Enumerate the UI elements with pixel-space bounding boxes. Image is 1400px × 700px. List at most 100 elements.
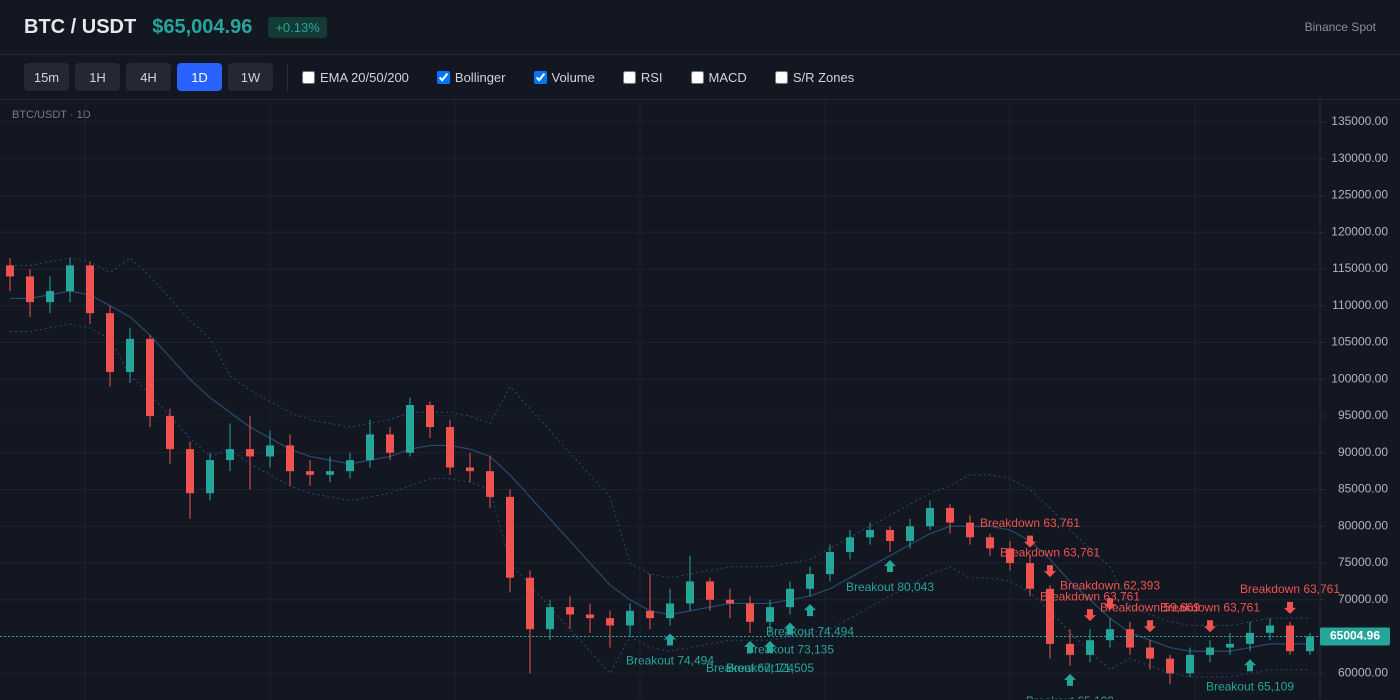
annotation-label: Breakdown 62,393 — [1060, 578, 1160, 592]
timeframe-button[interactable]: 1D — [177, 63, 222, 91]
separator — [287, 63, 288, 91]
candle-body — [146, 338, 154, 417]
annotation-label: Breakout 65,109 — [1026, 694, 1114, 699]
indicator-checkbox[interactable] — [436, 70, 450, 84]
annotation-label: Breakout 80,043 — [846, 580, 934, 594]
y-tick-label: 115000.00 — [1332, 261, 1388, 275]
y-tick-label: 105000.00 — [1331, 335, 1388, 349]
candle-body — [1146, 647, 1154, 659]
candle-body — [86, 265, 94, 314]
indicator-checkbox[interactable] — [302, 70, 315, 84]
price: $65,004.96 — [152, 15, 253, 38]
candle-body — [226, 449, 234, 461]
candle-body — [1006, 548, 1014, 564]
candle-body — [286, 445, 294, 472]
annotation-label: Breakout 71,505 — [726, 661, 814, 675]
candle-body — [846, 537, 854, 553]
indicator-checkbox[interactable] — [774, 70, 788, 84]
candle-body — [986, 537, 994, 549]
breakout-arrow — [804, 604, 816, 617]
candle-body — [606, 618, 614, 626]
breakout-arrow — [744, 640, 756, 653]
symbol: BTC / USDT — [24, 15, 137, 38]
candle-body — [826, 552, 834, 575]
candle-body — [1166, 658, 1174, 674]
candle-body — [6, 265, 14, 277]
candle-body — [1186, 654, 1194, 674]
indicator-label: MACD — [708, 69, 747, 85]
candle-body — [306, 471, 314, 475]
y-tick-label: 60000.00 — [1338, 665, 1388, 679]
candle-body — [946, 507, 954, 523]
candle-body — [866, 529, 874, 538]
indicator-toggle[interactable]: EMA 20/50/200 — [302, 70, 409, 85]
candle-body — [486, 471, 494, 497]
timeframe-button[interactable]: 4H — [126, 63, 171, 91]
annotation-label: Breakout 74,494 — [766, 624, 854, 638]
candle-body — [586, 614, 594, 619]
candle-body — [746, 603, 754, 622]
candle-body — [686, 581, 694, 604]
bollinger-middle — [10, 290, 1310, 652]
indicator-toggle[interactable]: Bollinger — [436, 69, 506, 85]
breakout-arrow — [1244, 659, 1256, 672]
timeframe-button[interactable]: 15m — [24, 63, 69, 91]
breakout-arrow — [884, 560, 896, 573]
candle-body — [1246, 632, 1254, 644]
candle-body — [786, 588, 794, 608]
chart: BTC/USDT · 1D 60000.0065000.0070000.0075… — [0, 100, 1400, 699]
candle-body — [426, 405, 434, 428]
axis-panel — [1320, 100, 1400, 699]
indicator-checkbox[interactable] — [690, 70, 704, 84]
indicator-toggle[interactable]: RSI — [622, 70, 663, 85]
candle-body — [186, 449, 194, 494]
bollinger-upper — [10, 257, 1310, 627]
indicator-label: Bollinger — [454, 69, 506, 85]
breakout-arrow — [784, 622, 796, 635]
candle-body — [26, 276, 34, 303]
last-price-box — [1320, 627, 1390, 646]
indicator-toggle[interactable]: Volume — [533, 69, 595, 85]
candle-body — [906, 526, 914, 541]
exchange: Binance Spot — [1304, 20, 1376, 34]
annotation-label: Breakout 73,135 — [746, 643, 834, 657]
candle-body — [766, 607, 774, 622]
y-tick-label: 135000.00 — [1331, 114, 1388, 128]
annotation-label: Breakout 74,494 — [626, 654, 714, 668]
candle-body — [126, 338, 134, 372]
y-tick-label: 120000.00 — [1331, 224, 1388, 238]
timeframe-button[interactable]: 1W — [228, 63, 273, 91]
y-tick-label: 80000.00 — [1338, 518, 1388, 532]
y-tick-label: 75000.00 — [1338, 555, 1388, 569]
candle-body — [526, 577, 534, 630]
candle-body — [1126, 629, 1134, 648]
annotation-label: Breakdown 63,761 — [1160, 600, 1260, 614]
candle-body — [726, 599, 734, 604]
indicator-toggle[interactable]: MACD — [690, 69, 747, 85]
breakdown-arrow — [1204, 620, 1216, 633]
breakdown-arrow — [1044, 565, 1056, 578]
indicator-checkbox[interactable] — [533, 70, 547, 84]
candle-body — [1086, 640, 1094, 655]
candle-body — [706, 581, 714, 600]
annotation-label: Breakout 65,109 — [1206, 679, 1294, 693]
candle-body — [806, 574, 814, 589]
y-tick-label: 85000.00 — [1338, 482, 1388, 496]
indicator-label: Volume — [551, 69, 595, 85]
breakdown-arrow — [1104, 598, 1116, 611]
breakout-arrow — [664, 633, 676, 646]
candle-body — [1026, 563, 1034, 589]
indicator-toggle[interactable]: S/R Zones — [774, 70, 854, 85]
candle-body — [1306, 636, 1314, 652]
candle-body — [106, 313, 114, 372]
timeframe-button[interactable]: 1H — [75, 63, 120, 91]
candle-body — [1226, 643, 1234, 648]
candle-body — [66, 265, 74, 292]
indicator-checkbox[interactable] — [622, 70, 636, 84]
annotation-label: Breakdown 63,761 — [1240, 582, 1340, 596]
annotation-label: Breakdown 59,669 — [1100, 600, 1200, 614]
candle-body — [966, 522, 974, 538]
chart-title: BTC/USDT · 1D — [12, 109, 91, 121]
y-tick-label: 70000.00 — [1338, 592, 1388, 606]
candle-body — [406, 405, 414, 453]
